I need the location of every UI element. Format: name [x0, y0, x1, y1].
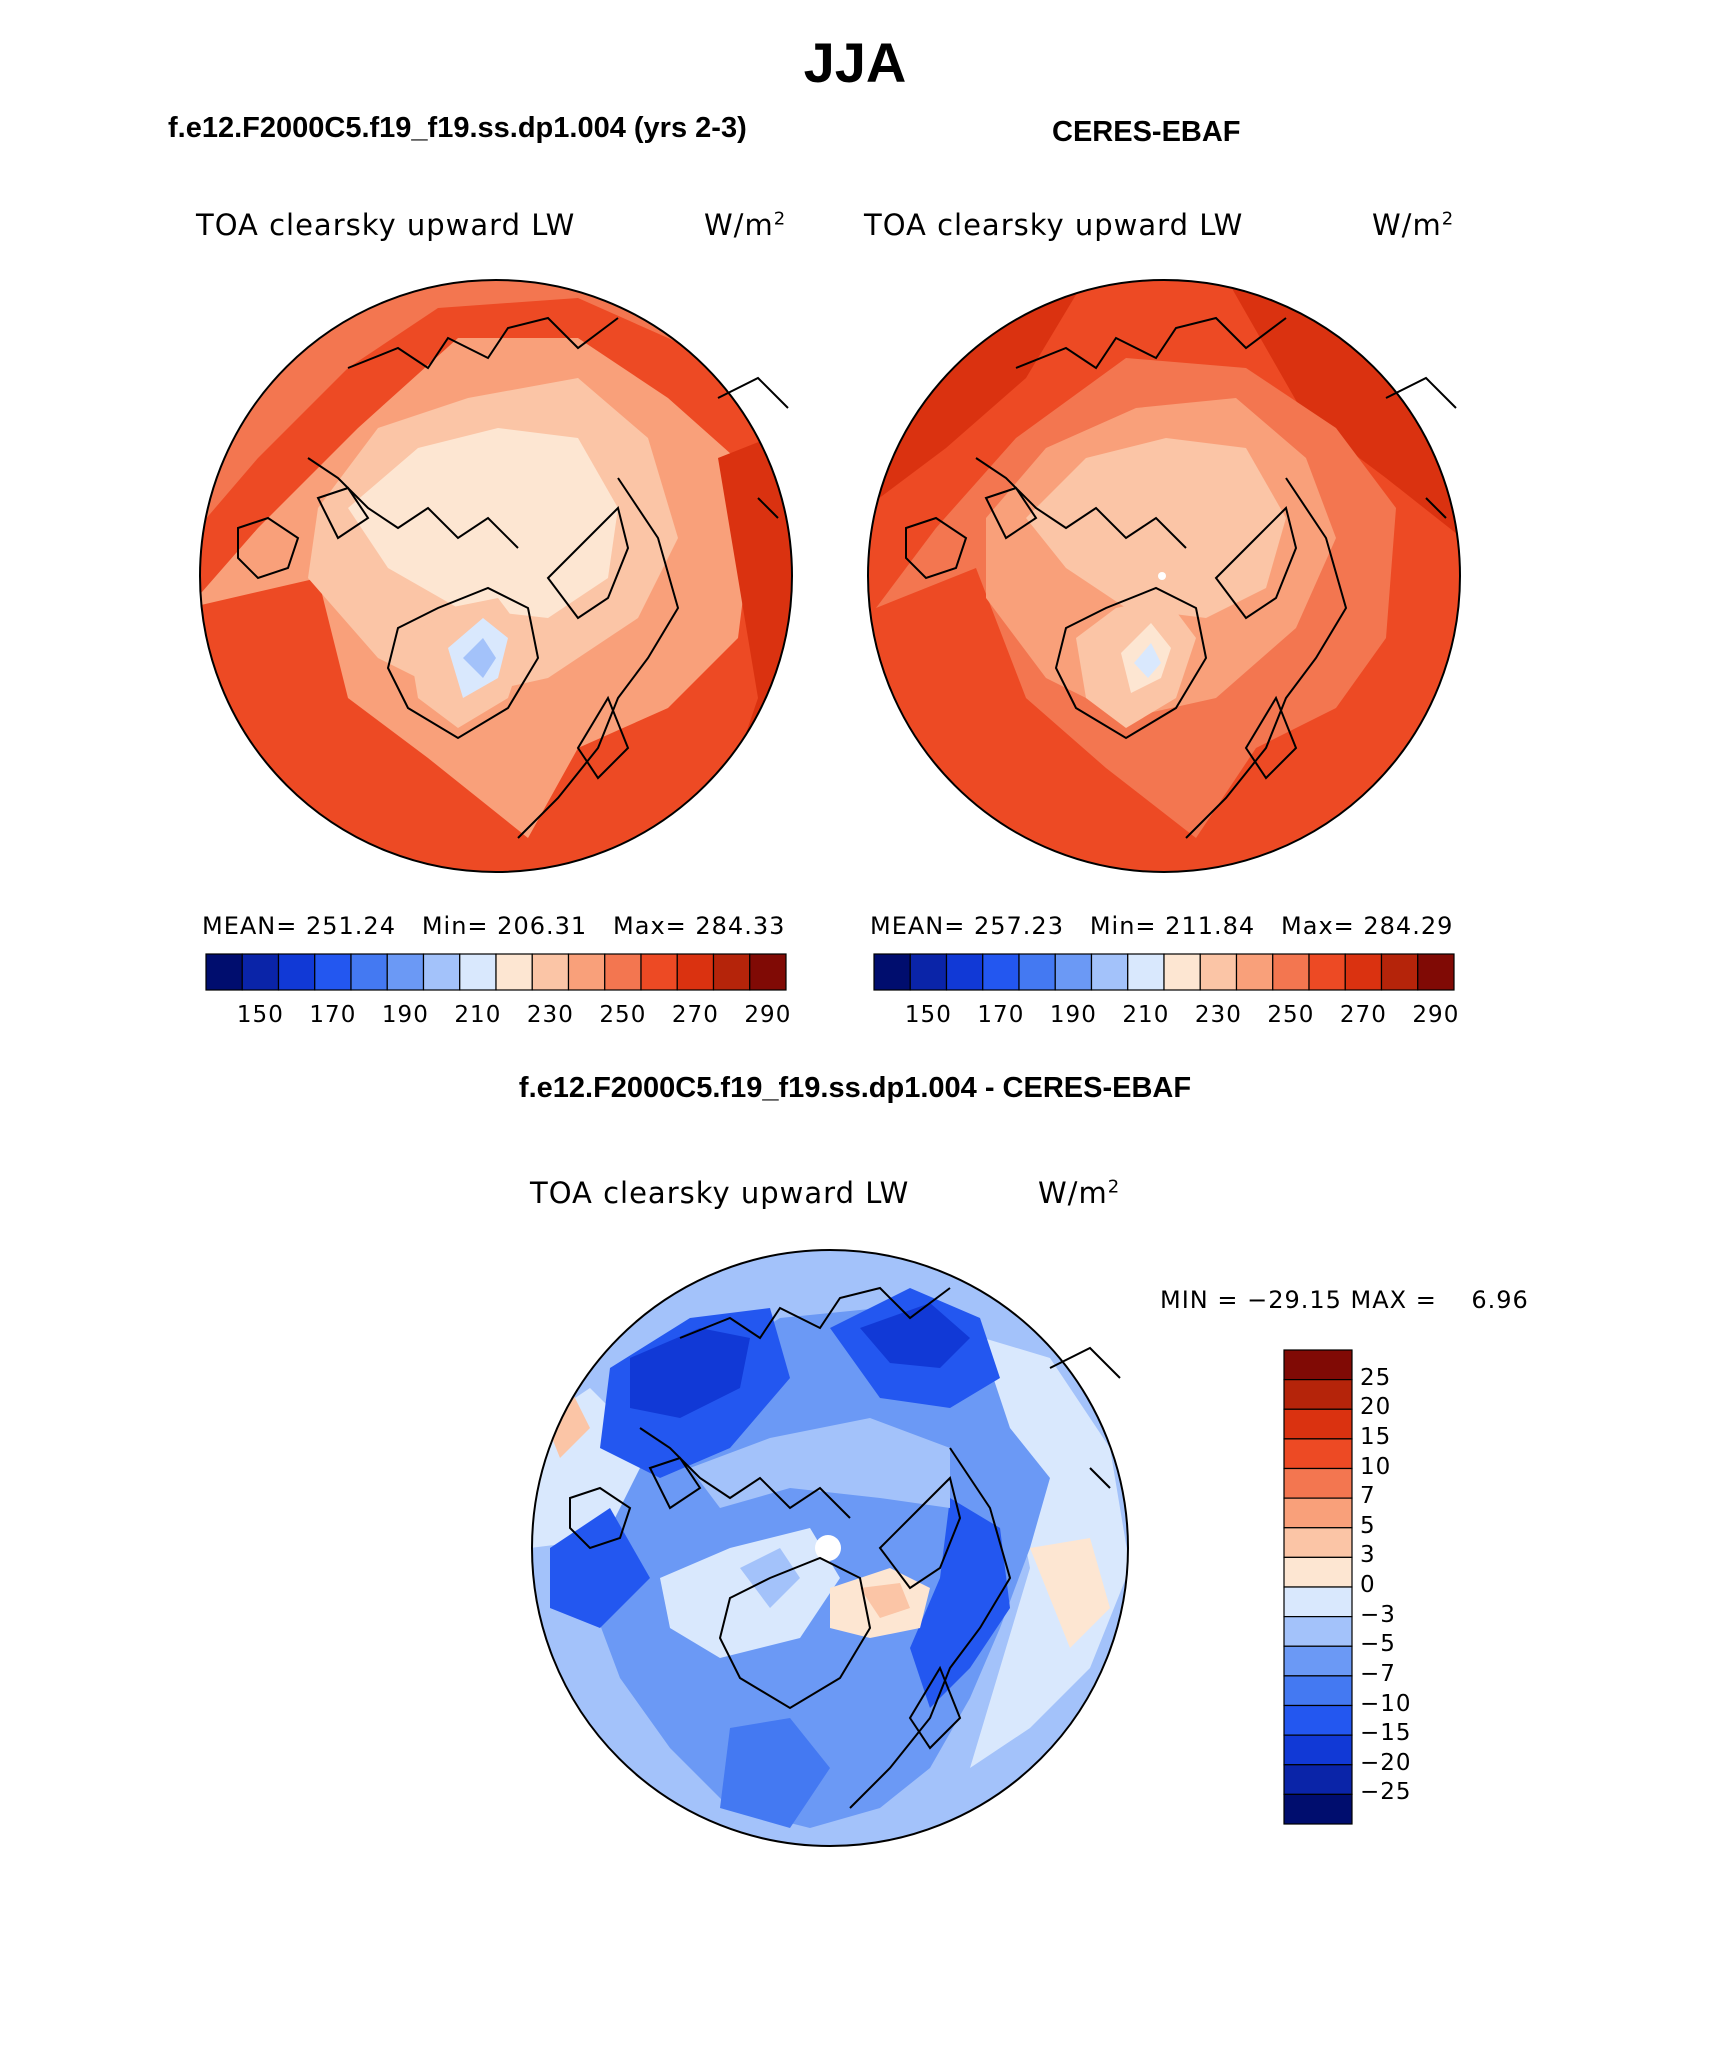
colorbar-swatch [1283, 1438, 1353, 1470]
colorbar-tick-label: 3 [1360, 1542, 1376, 1569]
colorbar-tick-label: 230 [1194, 1002, 1242, 1028]
colorbar-swatch [459, 953, 497, 991]
colorbar-swatch [945, 953, 984, 991]
colorbar-swatch [1054, 953, 1093, 991]
colorbar-swatch [205, 953, 243, 991]
colorbar-tick-label: −15 [1360, 1720, 1412, 1747]
diff-units-label: W/m2 [1038, 1176, 1121, 1210]
model-stats: MEAN= 251.24 Min= 206.31 Max= 284.33 [202, 912, 786, 940]
colorbar-tick-label: 25 [1360, 1364, 1392, 1391]
colorbar-tick-label: 0 [1360, 1572, 1376, 1598]
colorbar-swatch [1283, 1467, 1353, 1499]
colorbar-swatch [495, 953, 533, 991]
colorbar-tick-label: 10 [1360, 1453, 1392, 1480]
colorbar-tick-label: 190 [1049, 1002, 1097, 1028]
colorbar-tick-label: 290 [1412, 1002, 1460, 1028]
diff-stats: MIN = −29.15 MAX = 6.96 [1160, 1286, 1529, 1314]
colorbar-tick-label: −5 [1360, 1631, 1396, 1658]
colorbar-tick-label: 150 [236, 1002, 284, 1028]
colorbar-tick-label: −10 [1360, 1690, 1412, 1717]
colorbar-swatch [1235, 953, 1274, 991]
colorbar-tick-label: 270 [1339, 1002, 1387, 1028]
colorbar-swatch [982, 953, 1020, 991]
model-polar-map [199, 279, 793, 873]
colorbar-swatch [1199, 953, 1238, 991]
colorbar-swatch [1018, 953, 1056, 991]
colorbar-swatch [1283, 1616, 1353, 1647]
colorbar-swatch [1283, 1556, 1353, 1588]
colorbar-tick-label: 230 [526, 1002, 574, 1028]
colorbar-swatch [567, 953, 606, 991]
colorbar-tick-label: 190 [381, 1002, 429, 1028]
colorbar-swatch [1283, 1379, 1353, 1410]
colorbar-tick-label: 250 [599, 1002, 647, 1028]
colorbar-swatch [350, 953, 388, 991]
obs-stats: MEAN= 257.23 Min= 211.84 Max= 284.29 [870, 912, 1454, 940]
colorbar-swatch [1090, 953, 1129, 991]
colorbar-swatch [749, 953, 787, 991]
colorbar-tick-label: −25 [1360, 1779, 1412, 1806]
colorbar-swatch [1283, 1675, 1353, 1707]
colorbar-tick-label: 15 [1360, 1423, 1392, 1450]
colorbar-swatch [1283, 1793, 1353, 1825]
model-colorbar [205, 953, 787, 991]
colorbar-tick-label: 150 [904, 1002, 952, 1028]
colorbar-swatch [1283, 1527, 1353, 1558]
colorbar-tick-label: −7 [1360, 1660, 1396, 1687]
colorbar-tick-label: 270 [671, 1002, 719, 1028]
colorbar-swatch [1283, 1704, 1353, 1736]
colorbar-tick-label: −20 [1360, 1749, 1412, 1776]
colorbar-swatch [422, 953, 461, 991]
colorbar-tick-label: −3 [1360, 1601, 1396, 1628]
diff-variable-label: TOA clearsky upward LW [530, 1176, 910, 1210]
diff-panel-header: f.e12.F2000C5.f19_f19.ss.dp1.004 - CERES… [518, 1072, 1192, 1104]
colorbar-tick-label: 5 [1360, 1512, 1376, 1539]
colorbar-tick-label: 20 [1360, 1394, 1392, 1421]
colorbar-tick-label: 250 [1267, 1002, 1315, 1028]
colorbar-swatch [1283, 1734, 1353, 1766]
obs-variable-label: TOA clearsky upward LW [864, 208, 1244, 242]
diff-polar-map [531, 1249, 1129, 1847]
colorbar-swatch [1283, 1497, 1353, 1529]
colorbar-swatch [241, 953, 280, 991]
season-title: JJA [803, 31, 907, 94]
obs-polar-map [867, 279, 1461, 873]
colorbar-swatch [1272, 953, 1310, 991]
colorbar-tick-label: 210 [454, 1002, 502, 1028]
colorbar-tick-label: 290 [744, 1002, 792, 1028]
colorbar-swatch [1283, 1645, 1353, 1677]
colorbar-swatch [1308, 953, 1346, 991]
colorbar-swatch [676, 953, 715, 991]
colorbar-swatch [1417, 953, 1455, 991]
model-units-label: W/m2 [704, 208, 787, 242]
model-panel-header: f.e12.F2000C5.f19_f19.ss.dp1.004 (yrs 2-… [168, 112, 747, 144]
colorbar-swatch [1283, 1408, 1353, 1440]
colorbar-swatch [1283, 1349, 1353, 1381]
colorbar-swatch [640, 953, 678, 991]
colorbar-swatch [604, 953, 642, 991]
colorbar-swatch [909, 953, 948, 991]
colorbar-swatch [1344, 953, 1383, 991]
colorbar-swatch [277, 953, 316, 991]
colorbar-swatch [873, 953, 911, 991]
diff-colorbar [1283, 1349, 1353, 1825]
colorbar-swatch [1127, 953, 1165, 991]
colorbar-tick-label: 170 [309, 1002, 357, 1028]
colorbar-swatch [1283, 1764, 1353, 1795]
obs-colorbar [873, 953, 1455, 991]
colorbar-swatch [386, 953, 425, 991]
colorbar-swatch [314, 953, 352, 991]
model-variable-label: TOA clearsky upward LW [196, 208, 576, 242]
colorbar-tick-label: 170 [977, 1002, 1025, 1028]
colorbar-swatch [1380, 953, 1419, 991]
colorbar-swatch [1283, 1586, 1353, 1618]
colorbar-swatch [712, 953, 751, 991]
colorbar-tick-label: 210 [1122, 1002, 1170, 1028]
colorbar-swatch [531, 953, 570, 991]
obs-units-label: W/m2 [1372, 208, 1455, 242]
colorbar-tick-label: 7 [1360, 1483, 1376, 1510]
obs-panel-header: CERES-EBAF [1052, 116, 1241, 148]
colorbar-swatch [1163, 953, 1201, 991]
